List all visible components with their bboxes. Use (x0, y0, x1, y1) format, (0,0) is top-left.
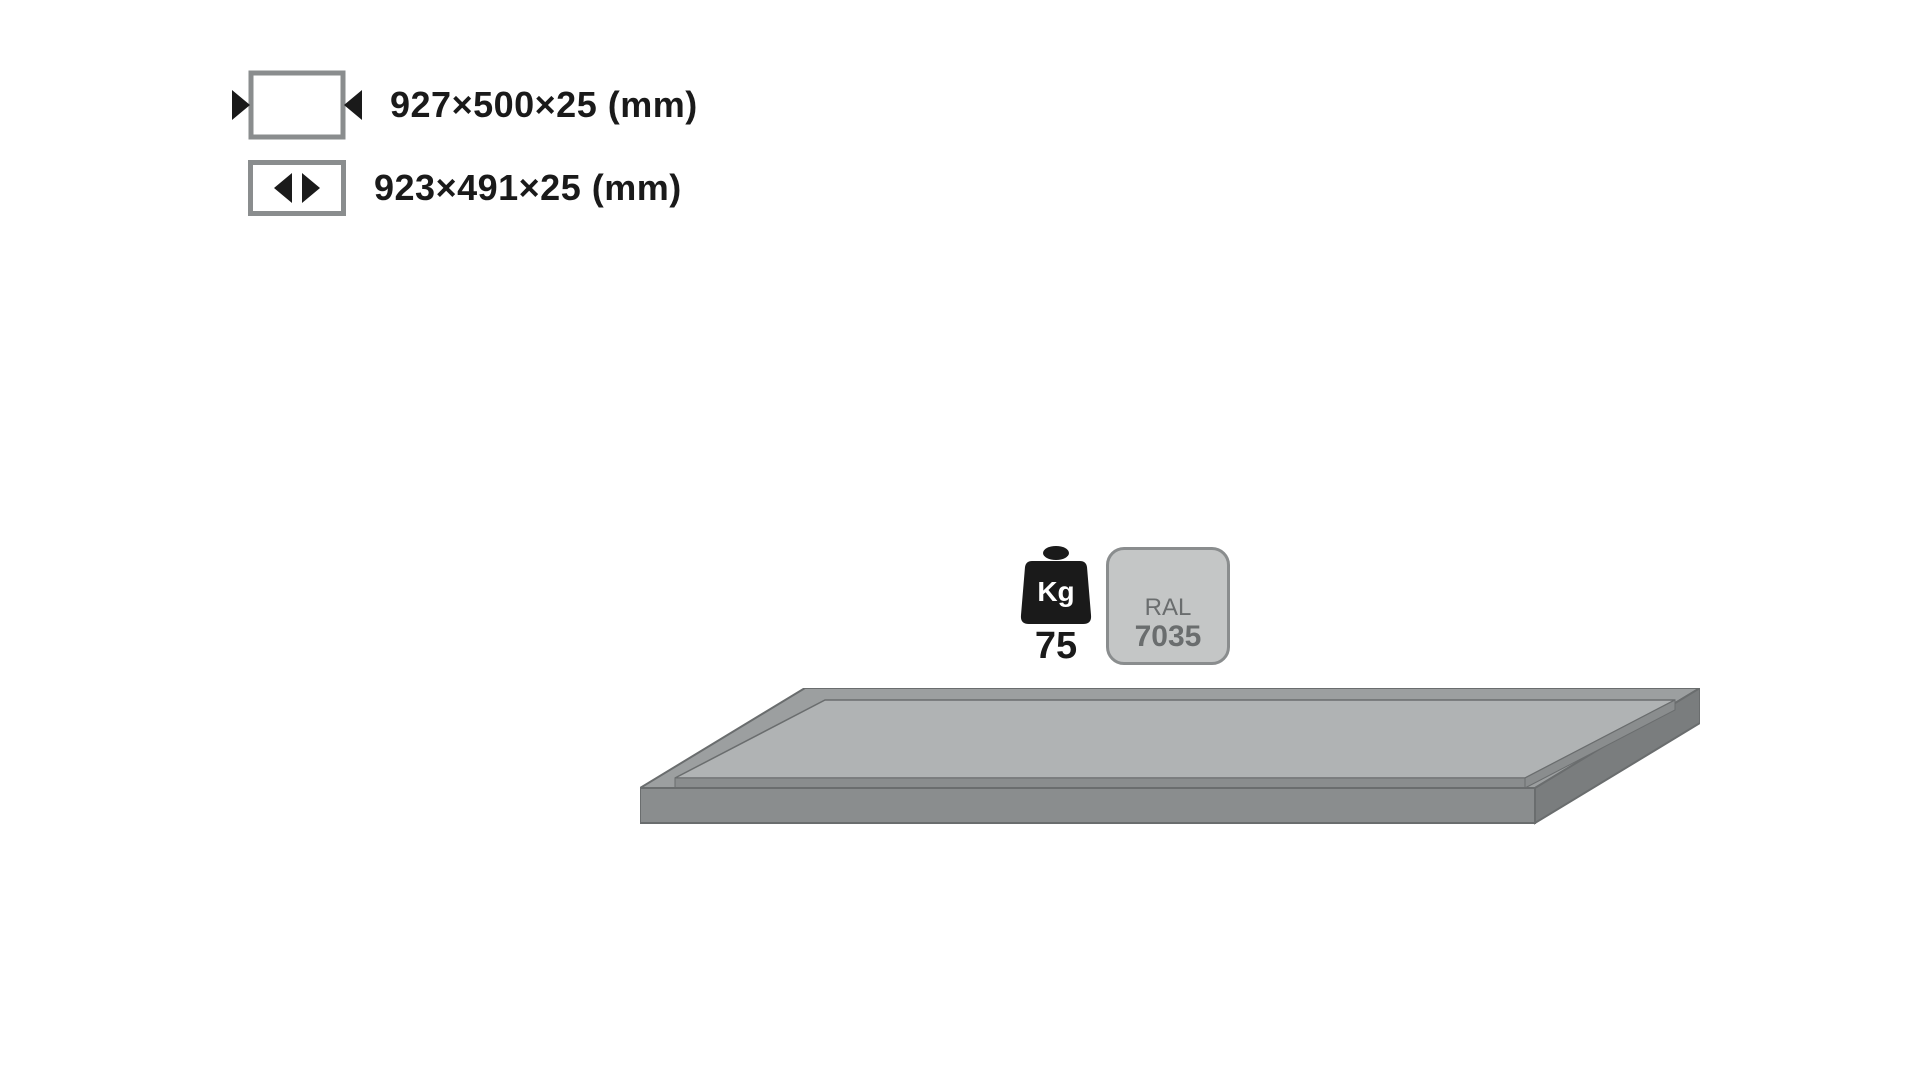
internal-dimension-row: 923×491×25 (mm) (248, 160, 682, 216)
ral-badge: RAL 7035 (1106, 547, 1230, 665)
internal-dimension-icon (248, 160, 346, 216)
weight-icon: Kg (1020, 545, 1092, 625)
weight-value: 75 (1035, 627, 1077, 665)
external-dimension-row: 927×500×25 (mm) (232, 70, 698, 140)
spec-badges: Kg 75 RAL 7035 (1020, 545, 1230, 665)
ral-code: 7035 (1135, 621, 1202, 653)
tray-illustration (640, 688, 1700, 888)
external-dimension-value: 927×500×25 (mm) (390, 84, 698, 126)
internal-dimension-value: 923×491×25 (mm) (374, 167, 682, 209)
ral-label: RAL (1145, 595, 1192, 620)
weight-badge: Kg 75 (1020, 545, 1092, 665)
external-dimension-icon (232, 70, 362, 140)
svg-text:Kg: Kg (1037, 576, 1074, 607)
